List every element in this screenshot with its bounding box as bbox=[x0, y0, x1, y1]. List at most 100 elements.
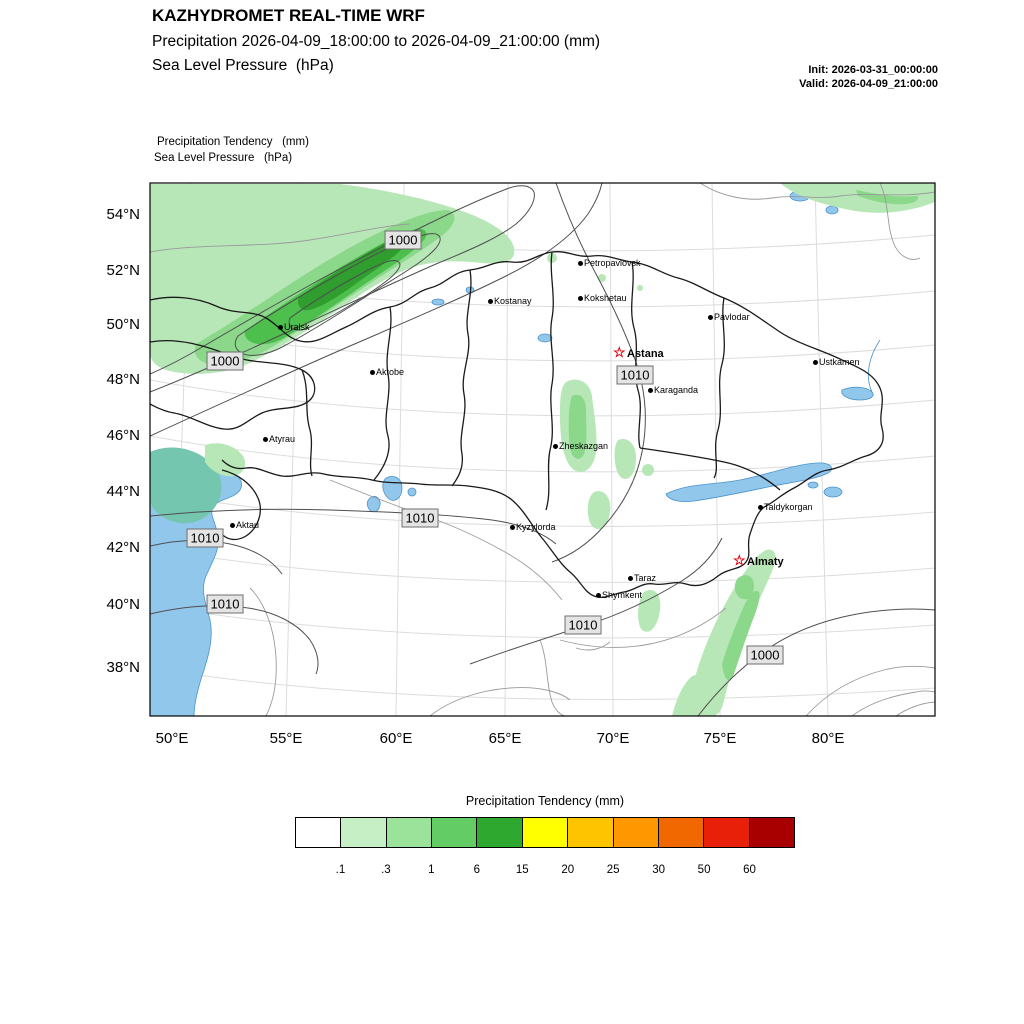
city-dot-icon bbox=[577, 295, 583, 301]
city-dot-icon bbox=[262, 436, 268, 442]
legend-tick-label: 60 bbox=[743, 864, 756, 876]
city-label: Kyzylorda bbox=[516, 522, 556, 532]
city-dot-icon bbox=[577, 260, 583, 266]
aral-sea bbox=[382, 476, 403, 501]
lat-tick-label: 46°N bbox=[106, 427, 140, 444]
city-label: Shymkent bbox=[602, 590, 643, 600]
pressure-contour-label: 1010 bbox=[401, 508, 439, 528]
legend-colorbar bbox=[295, 817, 795, 848]
legend-color-swatch bbox=[341, 818, 387, 847]
kazakhstan-border bbox=[150, 251, 884, 598]
lon-tick-label: 55°E bbox=[269, 730, 303, 747]
lat-tick-label: 38°N bbox=[106, 659, 140, 676]
lon-tick-label: 75°E bbox=[703, 730, 737, 747]
pressure-contour-label: 1010 bbox=[186, 528, 224, 548]
capital-star-icon: ☆ bbox=[733, 552, 746, 568]
legend-tick-label: 20 bbox=[561, 864, 575, 876]
field-label-pressure: Sea Level Pressure (hPa) bbox=[154, 152, 293, 164]
lat-tick-label: 52°N bbox=[106, 262, 140, 279]
legend-color-swatch bbox=[658, 818, 705, 847]
legend-tick-label: 50 bbox=[697, 864, 711, 876]
city-dot-icon bbox=[552, 443, 558, 449]
lon-tick-label: 80°E bbox=[811, 730, 845, 747]
city-dot-icon bbox=[487, 298, 493, 304]
lat-tick-label: 48°N bbox=[106, 371, 140, 388]
lat-tick-label: 50°N bbox=[106, 316, 140, 333]
pressure-contour-label: 1000 bbox=[384, 230, 422, 250]
capital-star-icon: ☆ bbox=[613, 344, 626, 360]
legend-color-swatch bbox=[749, 818, 794, 847]
foreign-boundaries bbox=[150, 183, 935, 716]
city-dot-icon bbox=[369, 369, 375, 375]
valid-time: Valid: 2026-04-09_21:00:00 bbox=[799, 78, 938, 90]
city-dot-icon bbox=[509, 524, 515, 530]
legend-tick-label: .1 bbox=[335, 864, 346, 876]
legend-tick-label: 15 bbox=[515, 864, 529, 876]
lat-tick-label: 40°N bbox=[106, 596, 140, 613]
pressure-contour-label: 1000 bbox=[746, 645, 784, 665]
subtitle-sea-level-pressure: Sea Level Pressure (hPa) bbox=[152, 57, 334, 74]
city-label: Zheskazgan bbox=[559, 441, 609, 451]
city-dot-icon bbox=[627, 575, 633, 581]
city-dot-icon bbox=[812, 359, 818, 365]
lat-tick-label: 54°N bbox=[106, 206, 140, 223]
subtitle-precipitation: Precipitation 2026-04-09_18:00:00 to 202… bbox=[152, 33, 601, 50]
city-label: Taraz bbox=[634, 573, 657, 583]
city-label: Petropavlovsk bbox=[584, 258, 641, 268]
init-time: Init: 2026-03-31_00:00:00 bbox=[808, 64, 938, 76]
legend-color-swatch bbox=[296, 818, 342, 847]
city-label: Taldykorgan bbox=[764, 502, 813, 512]
pressure-contour-label: 1010 bbox=[564, 615, 602, 635]
legend-color-swatch bbox=[386, 818, 433, 847]
region-borders bbox=[150, 251, 884, 598]
lake-zaysan bbox=[841, 386, 874, 401]
lat-tick-label: 42°N bbox=[106, 539, 140, 556]
pressure-contours bbox=[150, 183, 935, 716]
lon-tick-label: 60°E bbox=[379, 730, 413, 747]
city-dot-icon bbox=[647, 387, 653, 393]
legend-tick-label: 1 bbox=[428, 864, 435, 876]
legend-color-swatch bbox=[432, 818, 478, 847]
map-frame bbox=[149, 182, 936, 717]
legend-color-swatch bbox=[613, 818, 659, 847]
pressure-contour-label: 1000 bbox=[206, 351, 244, 371]
legend-tick-label: 30 bbox=[652, 864, 666, 876]
map-background bbox=[150, 183, 935, 716]
city-label: Aktobe bbox=[376, 367, 405, 377]
city-label: Almaty bbox=[747, 556, 784, 568]
city-label: Kokshetau bbox=[584, 293, 627, 303]
legend-color-swatch bbox=[568, 818, 614, 847]
city-label: Kostanay bbox=[494, 296, 532, 306]
city-label: Pavlodar bbox=[714, 312, 750, 322]
city-label: Atyrau bbox=[269, 434, 296, 444]
city-label: Astana bbox=[627, 348, 664, 360]
run-info: Init: 2026-03-31_00:00:00 Valid: 2026-04… bbox=[799, 63, 938, 91]
graticule-lines bbox=[150, 183, 935, 716]
city-dot-icon bbox=[707, 314, 713, 320]
legend-color-swatch bbox=[522, 818, 569, 847]
caspian-sea bbox=[150, 457, 242, 716]
city-label: Ustkamen bbox=[819, 357, 860, 367]
page-title: KAZHYDROMET REAL-TIME WRF bbox=[152, 6, 425, 25]
lon-tick-label: 65°E bbox=[488, 730, 522, 747]
lon-tick-label: 50°E bbox=[155, 730, 189, 747]
lon-tick-label: 70°E bbox=[596, 730, 630, 747]
pressure-contour-label: 1010 bbox=[206, 594, 244, 614]
city-dot-icon bbox=[277, 324, 283, 330]
city-dot-icon bbox=[595, 592, 601, 598]
city-dot-icon bbox=[229, 522, 235, 528]
lat-tick-label: 44°N bbox=[106, 483, 140, 500]
lake-balkhash bbox=[665, 462, 832, 502]
field-label-precipitation: Precipitation Tendency (mm) bbox=[157, 136, 309, 148]
legend-tick-labels: .1 .3 1 6 15 20 25 30 50 60 bbox=[295, 864, 795, 880]
city-label: Aktau bbox=[236, 520, 260, 530]
legend-color-swatch bbox=[704, 818, 750, 847]
legend-tick-label: 25 bbox=[606, 864, 620, 876]
city-label: Uralsk bbox=[284, 322, 310, 332]
water-bodies bbox=[150, 183, 881, 716]
pressure-contour-label: 1010 bbox=[616, 365, 654, 385]
legend-color-swatch bbox=[477, 818, 523, 847]
precipitation-shading bbox=[150, 183, 935, 716]
city-label: Karaganda bbox=[654, 385, 699, 395]
city-dot-icon bbox=[757, 504, 763, 510]
